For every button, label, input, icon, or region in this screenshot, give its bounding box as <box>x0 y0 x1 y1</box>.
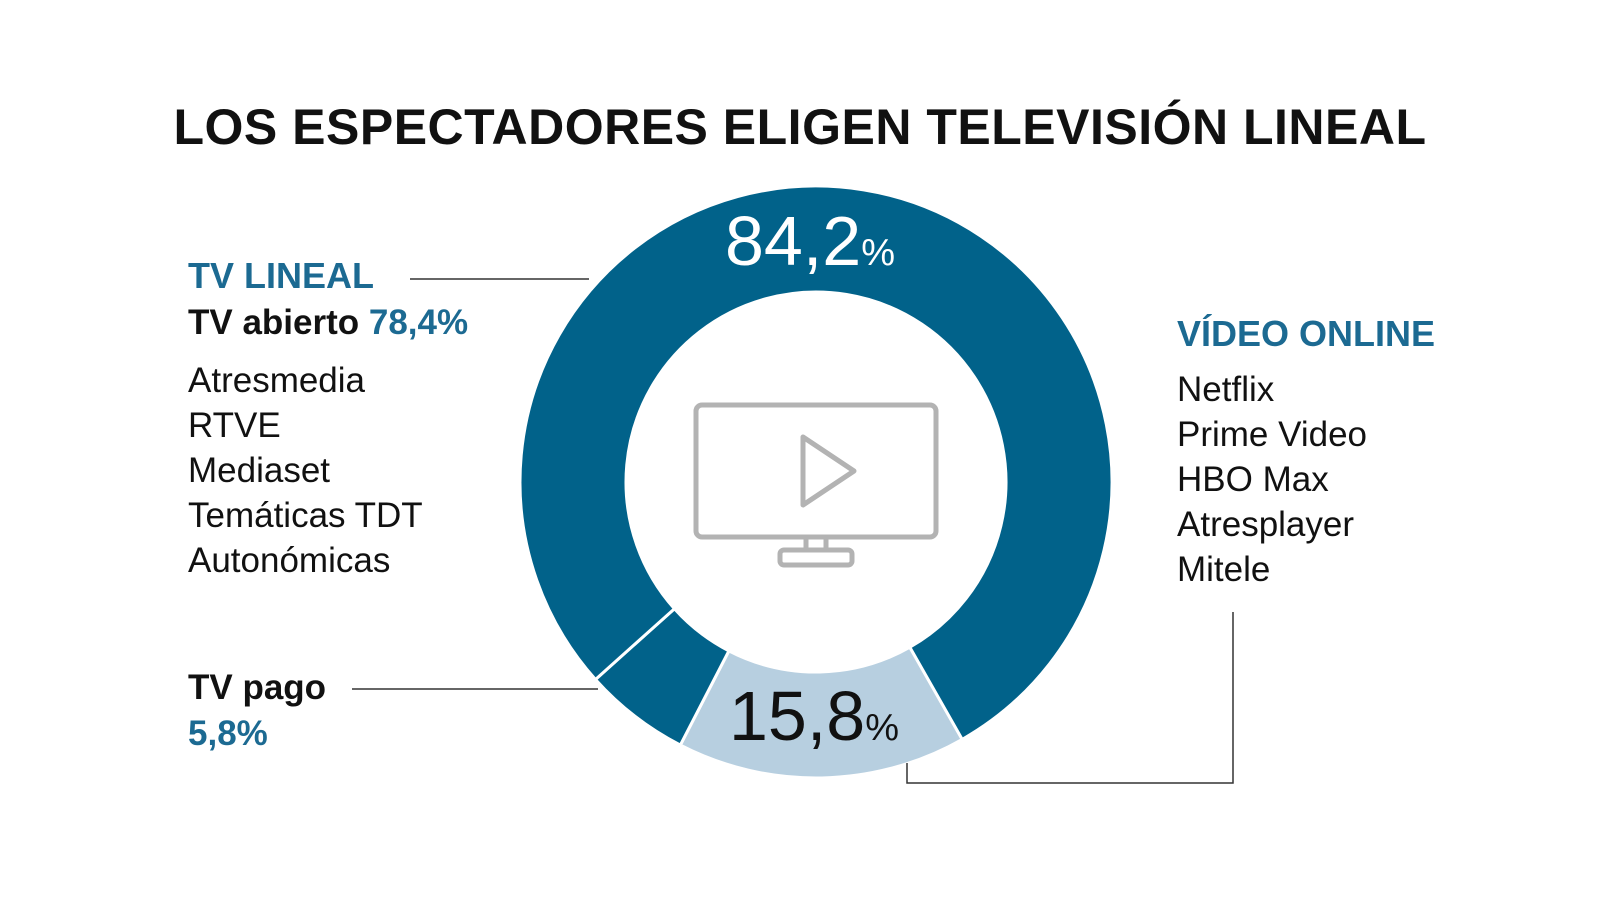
channel-list: Atresmedia RTVE Mediaset Temáticas TDT A… <box>188 358 423 583</box>
service-item: HBO Max <box>1177 460 1329 499</box>
service-item: Atresplayer <box>1177 505 1355 544</box>
tv-abierto-row: TV abierto 78,4% <box>188 303 468 343</box>
slice-tv-abierto <box>518 184 1114 742</box>
channel-item: Temáticas TDT <box>188 496 423 535</box>
tv-pago-value: 5,8% <box>188 714 268 753</box>
service-item: Netflix <box>1177 370 1275 409</box>
channel-item: Atresmedia <box>188 361 366 400</box>
data-label-84-2: 84,2% <box>725 202 895 280</box>
data-label-15-8: 15,8% <box>729 677 899 755</box>
leader-line-video-online <box>906 612 1234 784</box>
tv-abierto-label: TV abierto <box>188 303 360 342</box>
channel-item: Autonómicas <box>188 541 391 580</box>
service-list: Netflix Prime Video HBO Max Atresplayer … <box>1177 367 1367 592</box>
chart-title: LOS ESPECTADORES ELIGEN TELEVISIÓN LINEA… <box>173 99 1427 155</box>
tv-pago-label: TV pago <box>188 668 327 707</box>
video-online-heading: VÍDEO ONLINE <box>1177 313 1436 354</box>
service-item: Mitele <box>1177 550 1271 589</box>
channel-item: Mediaset <box>188 451 331 490</box>
tv-lineal-heading: TV LINEAL <box>188 255 374 296</box>
service-item: Prime Video <box>1177 415 1368 454</box>
channel-item: RTVE <box>188 406 281 445</box>
tv-abierto-value: 78,4% <box>368 303 469 342</box>
tv-play-icon <box>693 402 939 568</box>
